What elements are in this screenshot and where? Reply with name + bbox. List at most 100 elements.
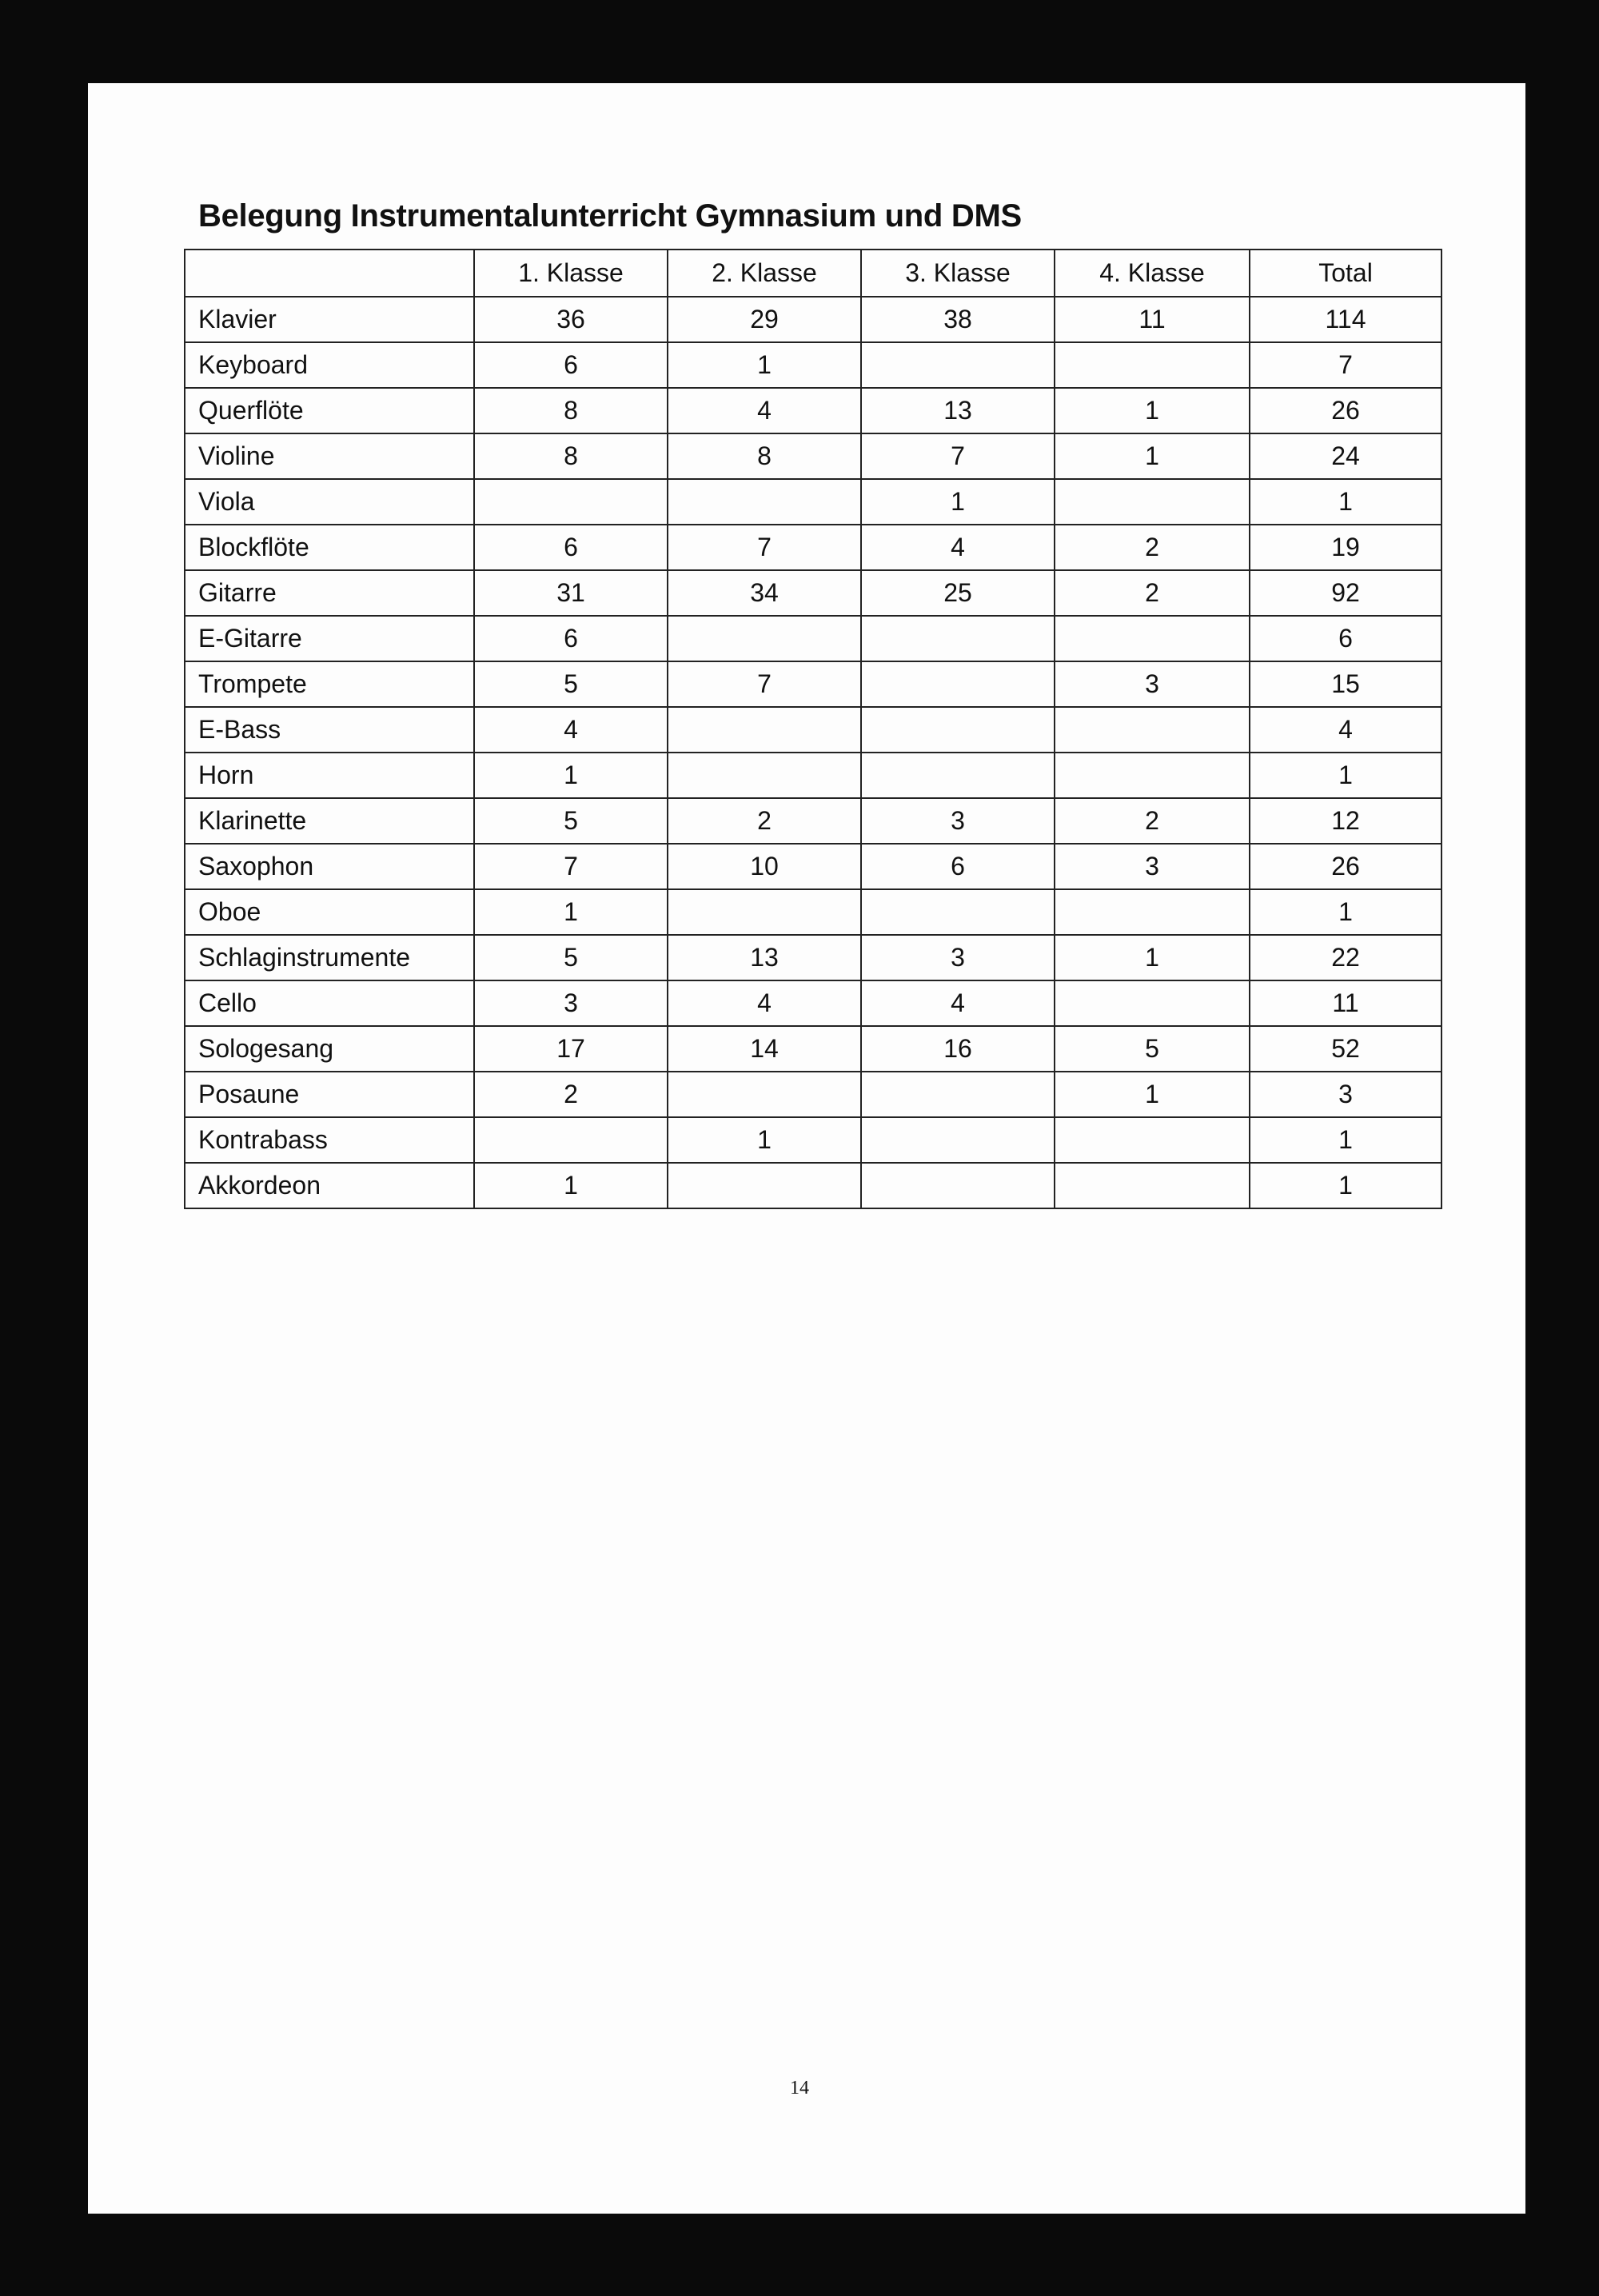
count-cell: [1054, 478, 1250, 525]
count-cell: 5: [1054, 1025, 1250, 1072]
count-cell: [860, 1162, 1055, 1209]
count-cell: 4: [1249, 706, 1442, 753]
count-cell: 2: [1054, 524, 1250, 571]
table-row: Klavier 36 29 38 11 114: [184, 296, 1442, 343]
instrument-name: Kontrabass: [184, 1116, 475, 1164]
count-cell: 114: [1249, 296, 1442, 343]
table-row: Kontrabass 1 1: [184, 1116, 1442, 1164]
count-cell: 8: [473, 433, 668, 480]
count-cell: [667, 1162, 862, 1209]
table-row: Posaune 2 1 3: [184, 1071, 1442, 1118]
instrument-name: Posaune: [184, 1071, 475, 1118]
count-cell: [860, 888, 1055, 936]
count-cell: [1054, 341, 1250, 389]
count-cell: [860, 1116, 1055, 1164]
table-row: E-Gitarre 6 6: [184, 615, 1442, 662]
page-number: 14: [790, 2078, 809, 2098]
count-cell: 1: [1054, 433, 1250, 480]
count-cell: 19: [1249, 524, 1442, 571]
count-cell: 26: [1249, 843, 1442, 890]
count-cell: 1: [1054, 934, 1250, 981]
count-cell: [860, 615, 1055, 662]
count-cell: 3: [473, 980, 668, 1027]
count-cell: 7: [473, 843, 668, 890]
instrument-name: Klarinette: [184, 797, 475, 845]
instrument-name: Oboe: [184, 888, 475, 936]
count-cell: 1: [1249, 478, 1442, 525]
count-cell: 14: [667, 1025, 862, 1072]
count-cell: 4: [860, 980, 1055, 1027]
count-cell: 2: [1054, 569, 1250, 617]
count-cell: 15: [1249, 661, 1442, 708]
count-cell: 3: [1054, 843, 1250, 890]
count-cell: 11: [1249, 980, 1442, 1027]
instrument-enrollment-table: 1. Klasse 2. Klasse 3. Klasse 4. Klasse Tota…: [184, 249, 1442, 1209]
count-cell: [473, 478, 668, 525]
count-cell: 6: [473, 341, 668, 389]
count-cell: [1054, 1116, 1250, 1164]
table-row: Sologesang 17 14 16 5 52: [184, 1025, 1442, 1072]
count-cell: 1: [667, 1116, 862, 1164]
table-row: Cello 3 4 4 11: [184, 980, 1442, 1027]
count-cell: 5: [473, 661, 668, 708]
count-cell: [860, 661, 1055, 708]
count-cell: 5: [473, 797, 668, 845]
instrument-name: Keyboard: [184, 341, 475, 389]
table-row: Keyboard 6 1 7: [184, 341, 1442, 389]
count-cell: 24: [1249, 433, 1442, 480]
count-cell: 1: [473, 888, 668, 936]
column-header: 1. Klasse: [473, 249, 668, 297]
column-header: 3. Klasse: [860, 249, 1055, 297]
count-cell: 13: [860, 387, 1055, 434]
count-cell: 2: [473, 1071, 668, 1118]
count-cell: 10: [667, 843, 862, 890]
count-cell: [667, 888, 862, 936]
count-cell: 16: [860, 1025, 1055, 1072]
count-cell: 13: [667, 934, 862, 981]
count-cell: 1: [1249, 888, 1442, 936]
count-cell: 92: [1249, 569, 1442, 617]
instrument-name: Viola: [184, 478, 475, 525]
table-row: Viola 1 1: [184, 478, 1442, 525]
instrument-name: Cello: [184, 980, 475, 1027]
count-cell: 4: [860, 524, 1055, 571]
count-cell: [1054, 752, 1250, 799]
table-row: Violine 8 8 7 1 24: [184, 433, 1442, 480]
count-cell: 29: [667, 296, 862, 343]
count-cell: 38: [860, 296, 1055, 343]
count-cell: 3: [860, 797, 1055, 845]
count-cell: 1: [860, 478, 1055, 525]
count-cell: 7: [667, 661, 862, 708]
count-cell: 6: [1249, 615, 1442, 662]
table-row: Klarinette 5 2 3 2 12: [184, 797, 1442, 845]
count-cell: [1054, 615, 1250, 662]
count-cell: 3: [1054, 661, 1250, 708]
table-row: Querflöte 8 4 13 1 26: [184, 387, 1442, 434]
instrument-name: Klavier: [184, 296, 475, 343]
count-cell: [1054, 888, 1250, 936]
instrument-name: E-Gitarre: [184, 615, 475, 662]
count-cell: 5: [473, 934, 668, 981]
count-cell: 1: [667, 341, 862, 389]
instrument-name: Trompete: [184, 661, 475, 708]
count-cell: 2: [1054, 797, 1250, 845]
instrument-name: Blockflöte: [184, 524, 475, 571]
count-cell: 6: [860, 843, 1055, 890]
count-cell: 12: [1249, 797, 1442, 845]
count-cell: 34: [667, 569, 862, 617]
table-row: Gitarre 31 34 25 2 92: [184, 569, 1442, 617]
instrument-name: Akkordeon: [184, 1162, 475, 1209]
count-cell: 17: [473, 1025, 668, 1072]
count-cell: [1054, 980, 1250, 1027]
count-cell: 25: [860, 569, 1055, 617]
count-cell: 1: [1054, 387, 1250, 434]
count-cell: 31: [473, 569, 668, 617]
count-cell: 8: [473, 387, 668, 434]
instrument-name: Violine: [184, 433, 475, 480]
count-cell: [860, 341, 1055, 389]
count-cell: 52: [1249, 1025, 1442, 1072]
table-row: Oboe 1 1: [184, 888, 1442, 936]
instrument-name: Gitarre: [184, 569, 475, 617]
count-cell: 1: [473, 1162, 668, 1209]
count-cell: 1: [473, 752, 668, 799]
